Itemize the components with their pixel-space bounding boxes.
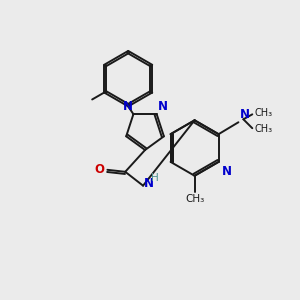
Text: N: N <box>144 177 154 190</box>
Text: H: H <box>151 173 159 183</box>
Text: N: N <box>158 100 168 113</box>
Text: N: N <box>239 108 249 121</box>
Text: CH₃: CH₃ <box>185 194 204 204</box>
Text: N: N <box>222 165 232 178</box>
Text: N: N <box>122 100 132 113</box>
Text: CH₃: CH₃ <box>254 124 272 134</box>
Text: O: O <box>94 163 104 176</box>
Text: CH₃: CH₃ <box>254 108 272 118</box>
